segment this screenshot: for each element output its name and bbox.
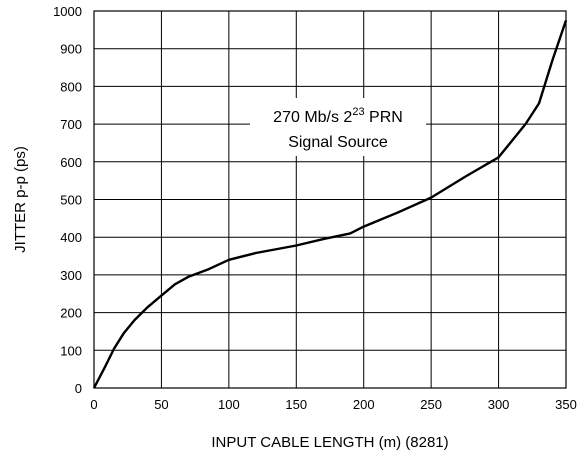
x-tick-label: 50 — [154, 397, 168, 412]
y-tick-label: 300 — [60, 268, 82, 283]
x-tick-label: 350 — [555, 397, 577, 412]
x-tick-label: 100 — [218, 397, 240, 412]
y-tick-label: 100 — [60, 343, 82, 358]
x-tick-label: 250 — [420, 397, 442, 412]
annotation-prn: PRN — [365, 109, 403, 126]
grid — [93, 10, 567, 389]
y-tick-label: 400 — [60, 230, 82, 245]
y-tick-label: 200 — [60, 306, 82, 321]
x-tick-label: 300 — [488, 397, 510, 412]
annotation-rate: 270 Mb/s 2 — [273, 109, 352, 126]
y-tick-label: 500 — [60, 193, 82, 208]
annotation-line-1: 270 Mb/s 223 PRN — [273, 106, 403, 126]
x-tick-labels: 0 50 100 150 200 250 300 350 — [90, 397, 576, 412]
y-tick-label: 700 — [60, 117, 82, 132]
y-tick-label: 1000 — [53, 4, 82, 19]
y-tick-label: 600 — [60, 155, 82, 170]
plot-frame — [93, 10, 567, 389]
x-tick-label: 150 — [285, 397, 307, 412]
annotation-background — [250, 98, 426, 156]
y-axis-label: JITTER p-p (ps) — [12, 146, 29, 253]
x-axis-label: INPUT CABLE LENGTH (m) (8281) — [211, 434, 448, 451]
x-tick-label: 200 — [353, 397, 375, 412]
y-tick-label: 900 — [60, 42, 82, 57]
y-tick-labels: 0 100 200 300 400 500 600 700 800 900 1000 — [53, 4, 82, 396]
jitter-curve — [92, 20, 568, 389]
y-tick-label: 0 — [75, 381, 82, 396]
y-tick-label: 800 — [60, 79, 82, 94]
annotation-line-2: Signal Source — [288, 134, 388, 151]
annotation-exponent: 23 — [352, 106, 364, 118]
x-tick-label: 0 — [90, 397, 97, 412]
